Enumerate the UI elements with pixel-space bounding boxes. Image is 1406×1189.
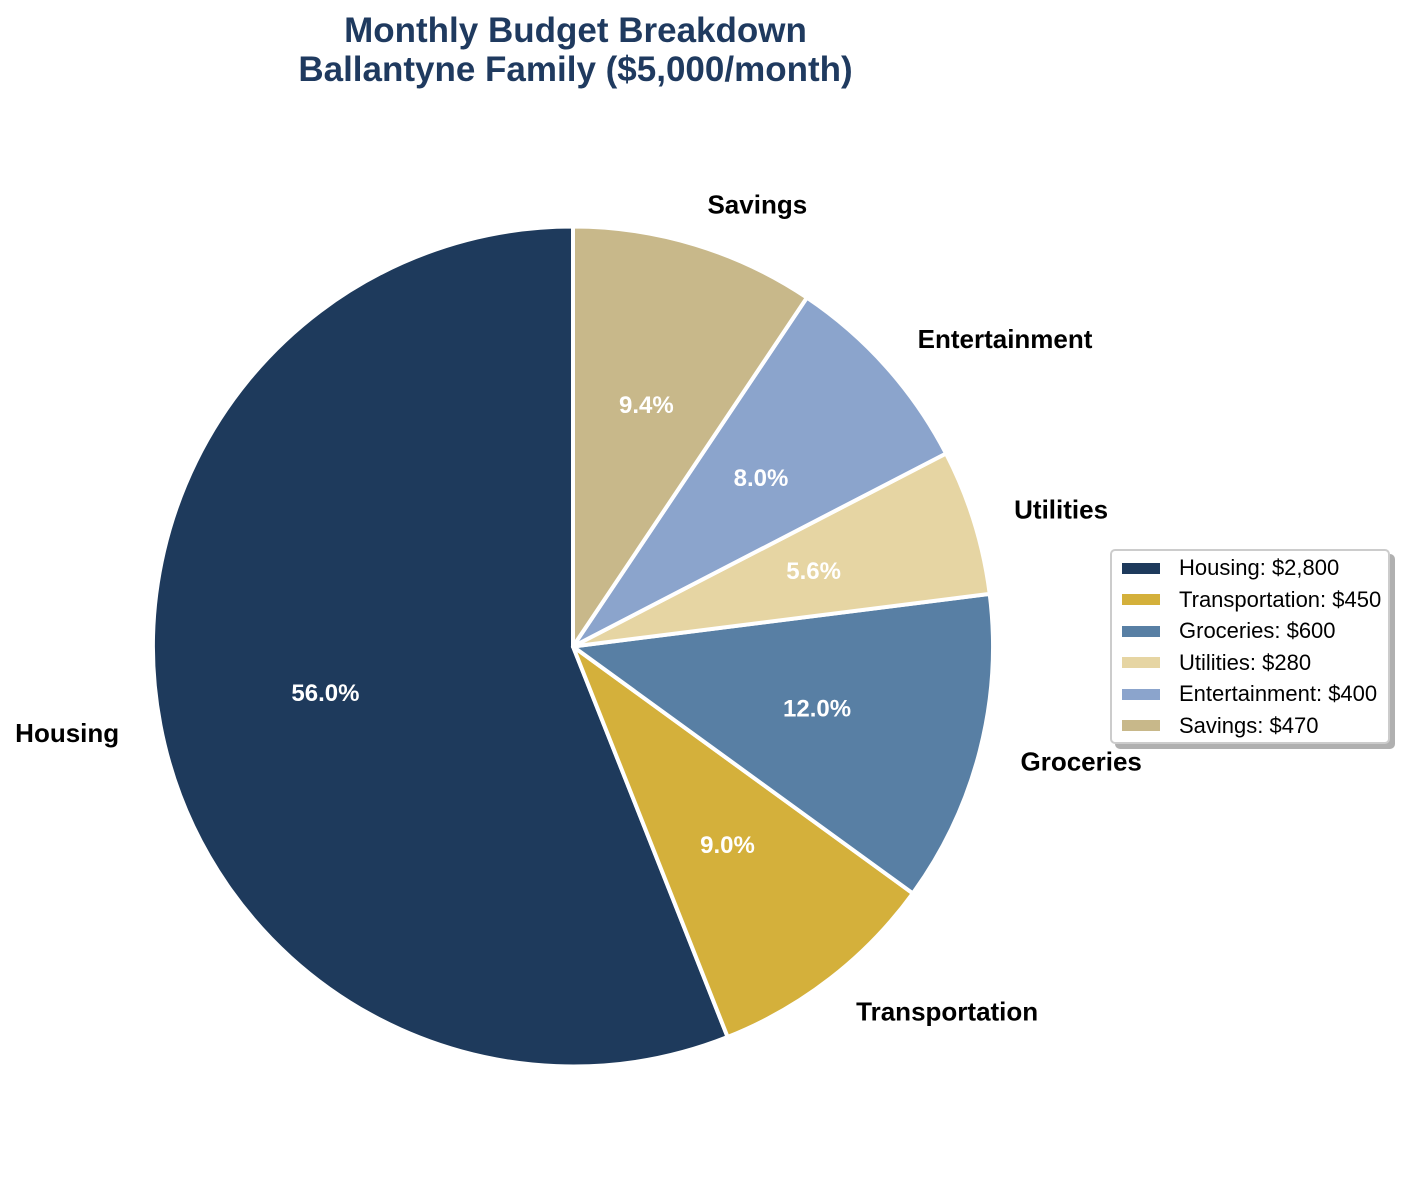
pie-wedges: [151, 224, 995, 1069]
legend-item-groceries: Groceries: $600: [1112, 615, 1388, 647]
legend-swatch-entertainment: [1122, 688, 1160, 700]
chart-legend: Housing: $2,800 Transportation: $450 Groce…: [1110, 549, 1390, 744]
legend-swatch-utilities: [1122, 657, 1160, 668]
pie-percent-label-savings: 9.4%: [619, 392, 674, 419]
pie-slice-entertainment: [571, 295, 949, 649]
pie-percent-label-transportation: 9.0%: [700, 832, 755, 859]
pie-percent-label-entertainment: 8.0%: [734, 465, 789, 492]
legend-item-savings: Savings: $470: [1112, 710, 1388, 742]
pie-slice-utilities: [571, 451, 992, 649]
pie-slice-housing: [151, 224, 730, 1069]
pie-label-utilities: Utilities: [1014, 494, 1108, 524]
pie-slice-groceries: [571, 591, 995, 896]
legend-swatch-transportation: [1122, 594, 1160, 605]
pie-label-housing: Housing: [15, 718, 119, 748]
pie-slice-savings: [571, 224, 809, 649]
legend-label-savings: Savings: $470: [1179, 712, 1319, 738]
chart-title: Monthly Budget Breakdown Ballantyne Fami…: [298, 11, 853, 89]
pie-label-entertainment: Entertainment: [918, 324, 1093, 354]
legend-item-entertainment: Entertainment: $400: [1112, 678, 1388, 710]
pie-percent-labels: 56.0% 9.0% 12.0% 5.6% 8.0% 9.4%: [291, 392, 851, 859]
legend-item-housing: Housing: $2,800: [1112, 552, 1388, 584]
legend-item-transportation: Transportation: $450: [1112, 584, 1388, 616]
pie-slice-transportation: [571, 644, 915, 1040]
legend-label-housing: Housing: $2,800: [1179, 555, 1340, 580]
legend-swatch-groceries: [1122, 625, 1160, 637]
pie-percent-label-housing: 56.0%: [291, 680, 359, 707]
pie-label-transportation: Transportation: [856, 997, 1038, 1027]
legend-label-utilities: Utilities: $280: [1179, 649, 1312, 675]
legend-swatch-housing: [1122, 562, 1160, 574]
pie-percent-label-utilities: 5.6%: [786, 558, 841, 585]
pie-percent-label-groceries: 12.0%: [783, 696, 851, 723]
legend-label-transportation: Transportation: $450: [1179, 586, 1382, 612]
legend-label-groceries: Groceries: $600: [1179, 618, 1336, 643]
legend-item-utilities: Utilities: $280: [1112, 647, 1388, 679]
legend-label-entertainment: Entertainment: $400: [1179, 681, 1378, 706]
pie-category-labels: Housing Transportation Groceries Utilities E…: [15, 189, 1142, 1026]
pie-label-savings: Savings: [707, 189, 807, 219]
pie-label-groceries: Groceries: [1020, 746, 1141, 776]
legend-swatch-savings: [1122, 720, 1160, 731]
